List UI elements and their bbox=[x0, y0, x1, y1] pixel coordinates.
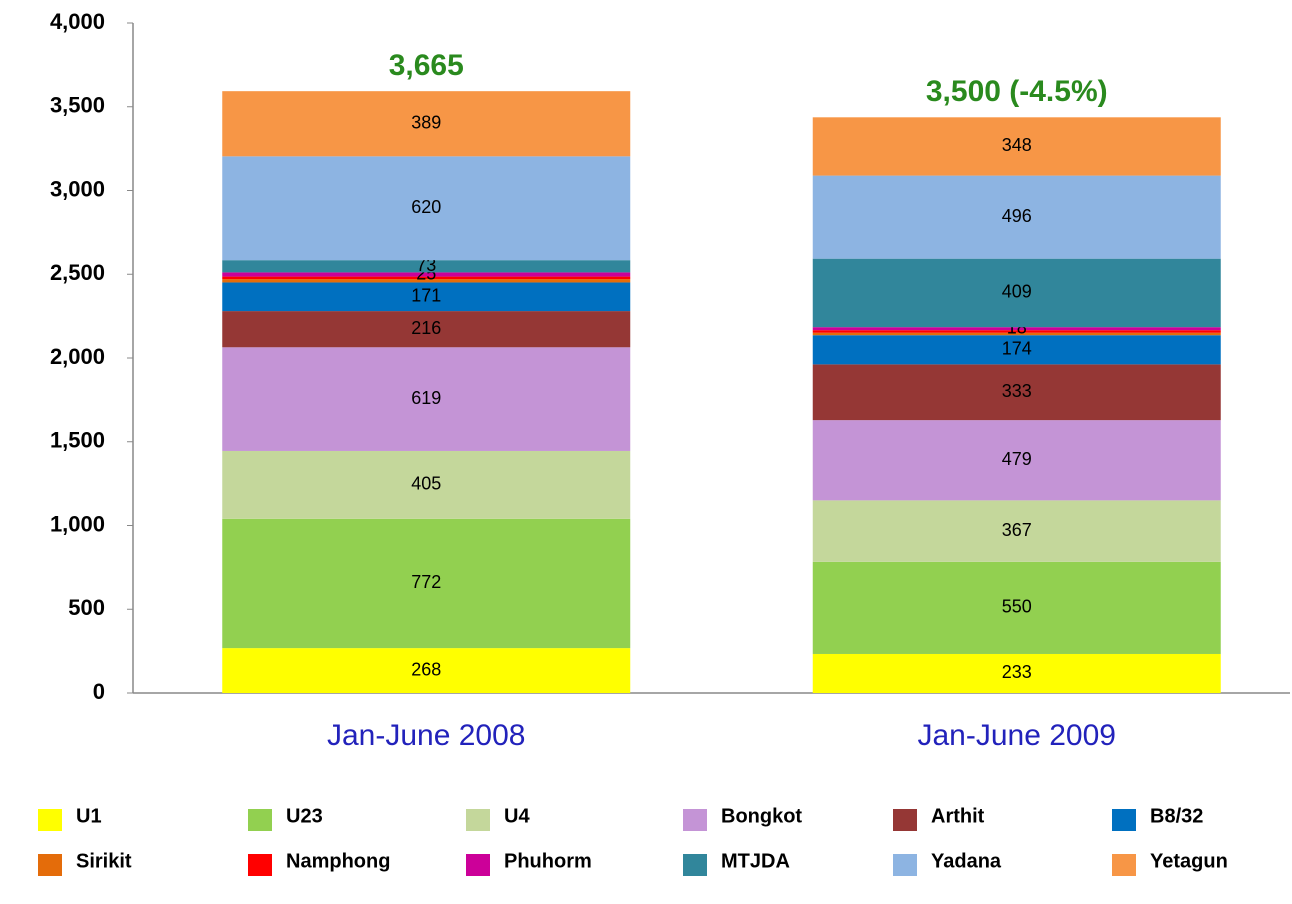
data-label: 348 bbox=[1002, 135, 1032, 155]
y-tick-label: 2,000 bbox=[50, 344, 105, 369]
bar-segment bbox=[812, 258, 1221, 328]
y-tick-label: 2,500 bbox=[50, 260, 105, 285]
total-label: 3,665 bbox=[389, 49, 464, 82]
y-tick-label: 4,000 bbox=[50, 9, 105, 34]
data-label: 620 bbox=[411, 197, 441, 217]
data-label: 772 bbox=[411, 572, 441, 592]
x-tick-label: Jan-June 2008 bbox=[327, 719, 526, 752]
legend-swatch bbox=[683, 854, 707, 876]
legend-label: B8/32 bbox=[1150, 805, 1203, 827]
bar-segment bbox=[222, 282, 631, 312]
bar-segment bbox=[812, 330, 1221, 333]
bar-segment bbox=[812, 335, 1221, 365]
y-tick-label: 500 bbox=[68, 595, 105, 620]
bar-segment bbox=[222, 518, 631, 649]
legend-swatch bbox=[38, 809, 62, 831]
bar-segment bbox=[812, 364, 1221, 421]
y-tick-label: 3,000 bbox=[50, 176, 105, 201]
bar-segment bbox=[222, 156, 631, 261]
bar-segment bbox=[222, 311, 631, 348]
legend-swatch bbox=[1112, 854, 1136, 876]
bar-segment bbox=[222, 260, 631, 273]
data-label: 619 bbox=[411, 388, 441, 408]
legend-swatch bbox=[683, 809, 707, 831]
bar-segment bbox=[222, 272, 631, 277]
legend-swatch bbox=[248, 809, 272, 831]
data-label: 268 bbox=[411, 659, 441, 679]
legend-swatch bbox=[466, 854, 490, 876]
legend-label: Phuhorm bbox=[504, 850, 592, 872]
data-label: 479 bbox=[1002, 449, 1032, 469]
legend-swatch bbox=[248, 854, 272, 876]
y-tick-label: 1,500 bbox=[50, 428, 105, 453]
total-label: 3,500 (-4.5%) bbox=[926, 75, 1108, 108]
legend-swatch bbox=[38, 854, 62, 876]
legend-label: U23 bbox=[286, 805, 323, 827]
data-label: 333 bbox=[1002, 381, 1032, 401]
legend-label: Sirikit bbox=[76, 850, 132, 872]
bar-segment bbox=[222, 648, 631, 693]
bar-segment bbox=[222, 347, 631, 451]
bar-segment bbox=[812, 175, 1221, 259]
legend-label: Arthit bbox=[931, 805, 985, 827]
data-label: 171 bbox=[411, 286, 441, 306]
data-label: 550 bbox=[1002, 597, 1032, 617]
data-label: 405 bbox=[411, 474, 441, 494]
legend-label: Namphong bbox=[286, 850, 390, 872]
data-label: 496 bbox=[1002, 206, 1032, 226]
y-tick-label: 0 bbox=[93, 679, 105, 704]
legend-label: U4 bbox=[504, 805, 530, 827]
legend-label: Yadana bbox=[931, 850, 1002, 872]
data-label: 216 bbox=[411, 318, 441, 338]
bar-segment bbox=[812, 653, 1221, 693]
legend-swatch bbox=[893, 854, 917, 876]
data-label: 233 bbox=[1002, 662, 1032, 682]
legend-swatch bbox=[1112, 809, 1136, 831]
y-tick-label: 3,500 bbox=[50, 93, 105, 118]
legend-label: U1 bbox=[76, 805, 102, 827]
legend-label: Yetagun bbox=[1150, 850, 1228, 872]
bar-segment bbox=[812, 420, 1221, 501]
bar-segment bbox=[222, 276, 631, 280]
data-label: 409 bbox=[1002, 282, 1032, 302]
legend-swatch bbox=[466, 809, 490, 831]
legend-label: MTJDA bbox=[721, 850, 790, 872]
bar-segment bbox=[812, 327, 1221, 331]
bar-segment bbox=[222, 279, 631, 283]
bar-segment bbox=[812, 561, 1221, 654]
data-label: 174 bbox=[1002, 339, 1032, 359]
legend-label: Bongkot bbox=[721, 805, 802, 827]
bar-segment bbox=[812, 500, 1221, 562]
legend-swatch bbox=[893, 809, 917, 831]
y-tick-label: 1,000 bbox=[50, 511, 105, 536]
x-tick-label: Jan-June 2009 bbox=[918, 719, 1117, 752]
bar-segment bbox=[222, 91, 631, 157]
bar-segment bbox=[812, 332, 1221, 336]
data-label: 367 bbox=[1002, 520, 1032, 540]
data-label: 389 bbox=[411, 113, 441, 133]
bar-segment bbox=[812, 117, 1221, 176]
bar-segment bbox=[222, 450, 631, 519]
